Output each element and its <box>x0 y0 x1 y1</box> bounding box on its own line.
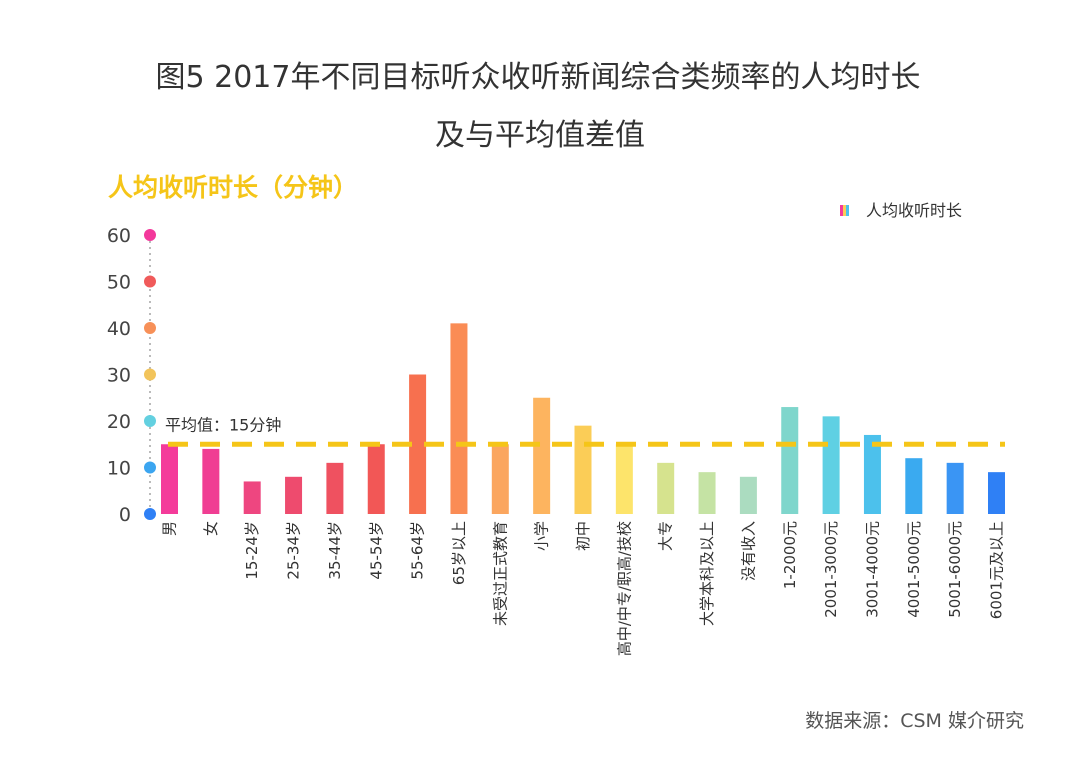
y-tick-label: 10 <box>107 458 131 480</box>
legend-label: 人均收听时长 <box>866 201 962 220</box>
y-tick-label: 0 <box>119 504 131 526</box>
x-tick-label: 2001-3000元 <box>822 521 840 618</box>
x-tick-label: 高中/中专/职高/技校 <box>615 521 633 656</box>
x-tick-label: 1-2000元 <box>781 521 799 589</box>
bar <box>574 425 592 514</box>
bar <box>988 472 1005 514</box>
y-tick-dot <box>144 368 156 381</box>
bar <box>822 416 840 514</box>
x-tick-label: 大专 <box>657 521 675 551</box>
bar <box>450 323 468 514</box>
bar <box>409 374 427 514</box>
x-tick-label: 初中 <box>574 521 592 551</box>
x-tick-label: 6001元及以上 <box>988 521 1006 619</box>
bar <box>905 458 923 514</box>
bar <box>202 448 220 514</box>
x-tick-label: 35-44岁 <box>326 521 344 580</box>
bar <box>243 481 261 514</box>
bar <box>615 444 633 514</box>
bar <box>491 444 509 514</box>
average-label: 平均值：15分钟 <box>165 415 281 434</box>
x-tick-label: 没有收入 <box>739 521 757 581</box>
y-tick-label: 30 <box>107 365 131 387</box>
x-tick-label: 5001-6000元 <box>946 521 964 618</box>
bar <box>367 444 385 514</box>
y-axis-label: 人均收听时长（分钟） <box>108 173 358 202</box>
y-tick-dot <box>144 415 156 427</box>
bar <box>285 476 303 514</box>
legend-swatch <box>840 205 849 216</box>
y-tick-label: 20 <box>107 411 131 433</box>
bar <box>739 476 757 514</box>
y-tick-label: 40 <box>107 318 131 340</box>
x-tick-label: 15-24岁 <box>243 521 261 580</box>
x-tick-label: 大学本科及以上 <box>698 521 716 626</box>
bar <box>161 444 178 514</box>
y-tick-dot <box>144 508 156 520</box>
x-tick-label: 未受过正式教育 <box>491 521 509 626</box>
y-tick-dot <box>144 322 156 334</box>
chart-title-line1: 图5 2017年不同目标听众收听新闻综合类频率的人均时长 <box>155 60 921 95</box>
x-tick-label: 55-64岁 <box>409 521 427 580</box>
x-tick-label: 小学 <box>533 521 551 551</box>
bar <box>533 397 551 514</box>
y-tick-dot <box>144 461 156 474</box>
x-tick-label: 3001-4000元 <box>863 521 881 618</box>
data-source: 数据来源：CSM 媒介研究 <box>805 710 1024 732</box>
chart-title-line2: 及与平均值差值 <box>435 118 645 153</box>
x-tick-label: 65岁以上 <box>450 521 468 585</box>
x-tick-label: 男 <box>161 521 179 536</box>
bar <box>946 462 964 514</box>
y-tick-dot <box>144 275 156 288</box>
bar <box>698 472 716 514</box>
bar <box>863 434 881 514</box>
x-tick-label: 45-54岁 <box>367 521 385 580</box>
x-tick-label: 4001-5000元 <box>905 521 923 618</box>
bar <box>781 407 799 514</box>
y-tick-label: 50 <box>107 272 131 294</box>
y-tick-dot <box>144 229 156 241</box>
bar <box>657 462 675 514</box>
y-tick-label: 60 <box>107 225 131 247</box>
bar <box>326 462 344 514</box>
x-tick-label: 25-34岁 <box>285 521 303 580</box>
x-tick-label: 女 <box>202 521 220 536</box>
